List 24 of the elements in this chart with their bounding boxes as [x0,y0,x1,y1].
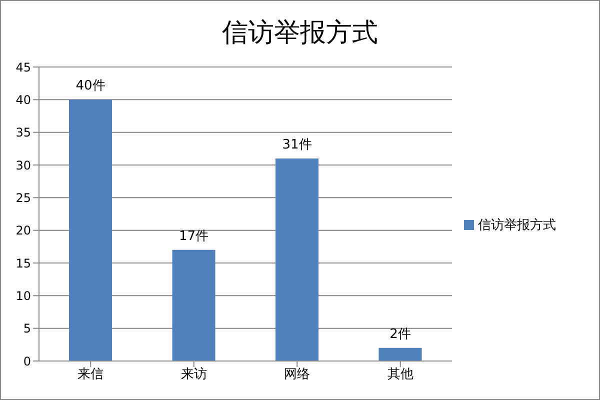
x-tick-label: 来访 [180,366,207,382]
y-tick-label: 0 [23,354,31,368]
y-tick-label: 45 [16,60,31,74]
x-tick-label: 其他 [387,367,414,382]
x-tick-label: 来信 [78,367,104,382]
y-tick-label: 40 [16,92,31,107]
y-tick-label: 5 [23,322,31,336]
data-label: 17件 [178,228,209,244]
y-tick-label: 10 [16,288,31,303]
legend-label: 信访举报方式 [478,218,556,233]
x-tick-label: 网络 [284,367,310,382]
chart-title: 信访举报方式 [221,17,379,50]
y-tick-label: 15 [16,256,31,270]
bar [172,250,216,361]
data-label: 31件 [282,137,312,152]
data-label: 2件 [390,326,411,342]
y-tick-label: 20 [16,224,31,238]
bar [378,348,422,361]
bar [69,100,112,361]
y-tick-label: 25 [16,190,31,205]
y-tick-label: 35 [16,126,31,140]
bar [276,158,318,361]
data-label: 40件 [76,78,106,94]
y-tick-label: 30 [16,158,31,172]
